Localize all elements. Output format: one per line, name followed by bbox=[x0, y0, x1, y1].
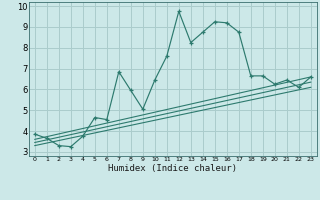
X-axis label: Humidex (Indice chaleur): Humidex (Indice chaleur) bbox=[108, 164, 237, 173]
